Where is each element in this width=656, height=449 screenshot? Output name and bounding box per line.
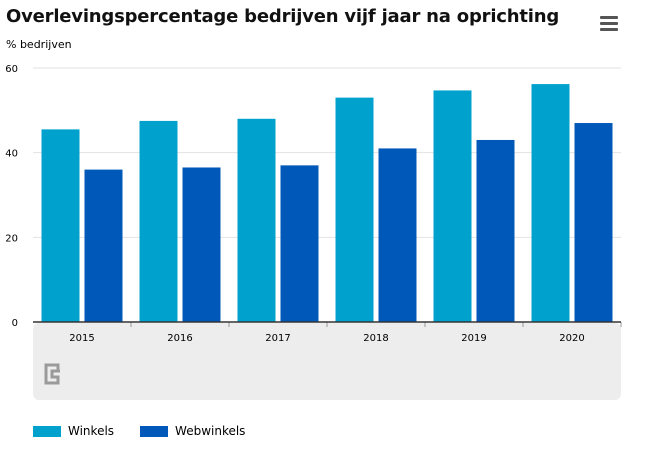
y-tick-label: 20 bbox=[5, 233, 18, 244]
y-axis-unit-label: % bedrijven bbox=[6, 38, 72, 51]
bar-winkels-2017[interactable] bbox=[237, 118, 276, 322]
hamburger-menu-icon[interactable] bbox=[600, 14, 620, 32]
bar-winkels-2016[interactable] bbox=[139, 120, 178, 323]
x-tick-label: 2019 bbox=[461, 333, 486, 344]
bar-winkels-2020[interactable] bbox=[531, 84, 570, 322]
x-tick-label: 2016 bbox=[167, 333, 192, 344]
y-tick-label: 40 bbox=[5, 149, 18, 160]
bar-winkels-2015[interactable] bbox=[41, 129, 80, 322]
bar-winkels-2018[interactable] bbox=[335, 97, 374, 322]
x-tick-label: 2020 bbox=[559, 333, 584, 344]
axes: 0 20 40 60 2015 2016 2017 2018 2019 2020 bbox=[5, 64, 622, 344]
bar-webwinkels-2020[interactable] bbox=[574, 123, 613, 323]
chart-footer-band bbox=[33, 323, 621, 400]
bar-webwinkels-2019[interactable] bbox=[476, 139, 515, 322]
y-tick-label: 0 bbox=[12, 318, 18, 329]
chart-title: Overlevingspercentage bedrijven vijf jaa… bbox=[6, 6, 560, 27]
bar-winkels-2019[interactable] bbox=[433, 90, 472, 322]
legend-item-webwinkels[interactable]: Webwinkels bbox=[140, 424, 245, 438]
bar-webwinkels-2016[interactable] bbox=[182, 167, 221, 322]
legend-item-winkels[interactable]: Winkels bbox=[33, 424, 114, 438]
legend-label-winkels: Winkels bbox=[68, 424, 115, 438]
x-tick-label: 2015 bbox=[69, 333, 94, 344]
bar-webwinkels-2017[interactable] bbox=[280, 165, 319, 322]
bars bbox=[41, 84, 613, 323]
y-tick-label: 60 bbox=[5, 64, 18, 75]
grid-lines bbox=[33, 67, 621, 238]
x-tick-label: 2017 bbox=[265, 333, 290, 344]
legend: Winkels Webwinkels bbox=[33, 422, 271, 440]
bar-webwinkels-2015[interactable] bbox=[84, 169, 123, 322]
bar-webwinkels-2018[interactable] bbox=[378, 148, 417, 322]
legend-swatch-webwinkels bbox=[140, 425, 169, 437]
x-tick-label: 2018 bbox=[363, 333, 388, 344]
legend-swatch-winkels bbox=[33, 425, 61, 437]
legend-label-webwinkels: Webwinkels bbox=[175, 424, 246, 438]
cbs-logo-icon bbox=[44, 363, 60, 385]
